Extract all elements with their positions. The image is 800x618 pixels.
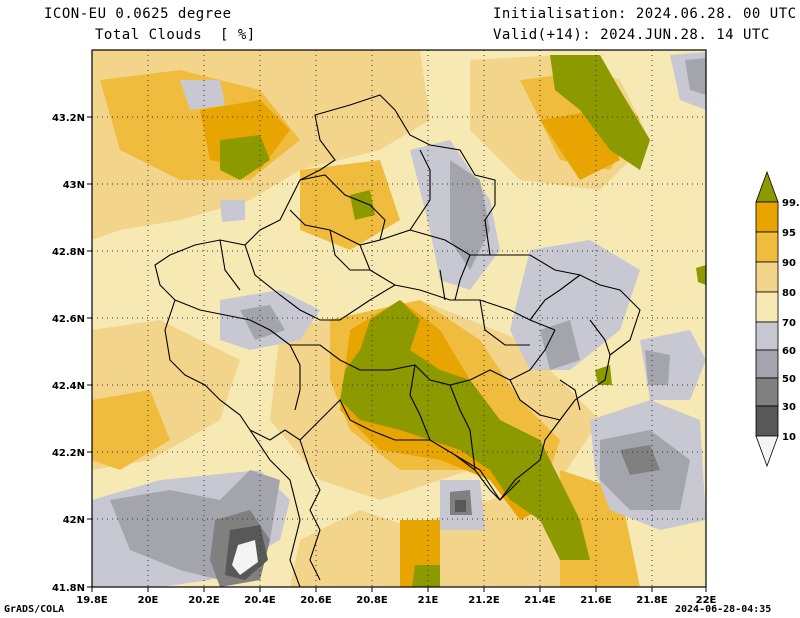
valid-time: Valid(+14): 2024.JUN.28. 14 UTC <box>493 27 770 43</box>
colorbar-swatch <box>755 291 779 323</box>
colorbar-top-arrow <box>755 170 779 203</box>
x-tick-label: 19.8E <box>76 595 108 606</box>
colorbar-labels: 99.5 95 90 80 70 60 50 30 10 <box>782 198 800 443</box>
colorbar-label: 60 <box>782 346 796 357</box>
tick-marks <box>87 116 707 592</box>
x-tick-label: 20.2E <box>188 595 220 606</box>
x-tick-label: 20.4E <box>244 595 276 606</box>
y-tick-label: 42.4N <box>52 381 85 392</box>
colorbar-swatch <box>755 321 779 351</box>
colorbar-swatch <box>755 231 779 263</box>
colorbar-label: 95 <box>782 228 796 239</box>
y-tick-label: 42.8N <box>52 247 85 258</box>
y-tick-label: 43N <box>63 180 85 191</box>
colorbar-label: 90 <box>782 258 796 269</box>
variable-title: Total Clouds [ %] <box>95 27 256 43</box>
x-tick-label: 20.8E <box>356 595 388 606</box>
timestamp-label: 2024-06-28-04:35 <box>675 604 772 615</box>
cloud-contours <box>92 50 706 587</box>
x-tick-label: 21.6E <box>580 595 612 606</box>
colorbar-label: 30 <box>782 402 796 413</box>
colorbar-label: 80 <box>782 288 796 299</box>
x-tick-label: 21.2E <box>468 595 500 606</box>
y-tick-label: 43.2N <box>52 113 85 124</box>
colorbar-swatch <box>755 201 779 233</box>
colorbar-label: 99.5 <box>782 198 800 209</box>
x-tick-label: 20.6E <box>300 595 332 606</box>
x-tick-label: 21.8E <box>636 595 668 606</box>
y-tick-label: 41.8N <box>52 583 85 594</box>
colorbar <box>755 170 779 468</box>
init-time: Initialisation: 2024.06.28. 00 UTC <box>493 6 797 22</box>
y-tick-label: 42N <box>63 515 85 526</box>
colorbar-swatch <box>755 377 779 407</box>
x-tick-labels: 19.8E 20E 20.2E 20.4E 20.6E 20.8E 21E 21… <box>76 595 716 606</box>
colorbar-label: 10 <box>782 432 796 443</box>
colorbar-bottom-arrow <box>755 435 779 468</box>
credit-label: GrADS/COLA <box>4 604 65 615</box>
y-tick-label: 42.6N <box>52 314 85 325</box>
x-tick-label: 22E <box>696 595 717 606</box>
colorbar-label: 70 <box>782 318 796 329</box>
x-tick-label: 20E <box>138 595 159 606</box>
y-tick-labels: 43.2N 43N 42.8N 42.6N 42.4N 42.2N 42N 41… <box>52 113 85 594</box>
municipality-borders <box>154 94 641 587</box>
y-tick-label: 42.2N <box>52 448 85 459</box>
x-tick-label: 21E <box>418 595 439 606</box>
colorbar-swatch <box>755 261 779 293</box>
colorbar-swatch <box>755 349 779 379</box>
colorbar-swatch <box>755 405 779 437</box>
colorbar-label: 50 <box>782 374 796 385</box>
x-tick-label: 21.4E <box>524 595 556 606</box>
model-title: ICON-EU 0.0625 degree <box>44 6 232 22</box>
